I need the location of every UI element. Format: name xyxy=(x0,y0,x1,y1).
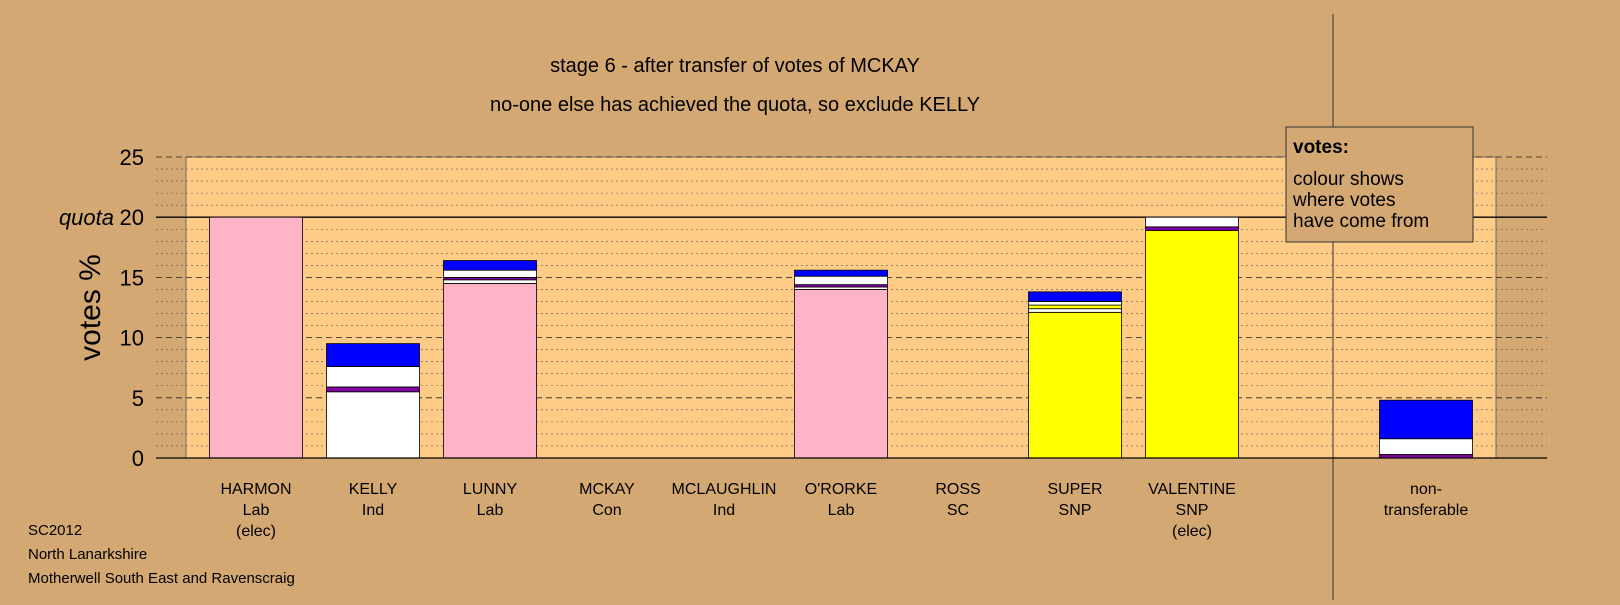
legend-line: where votes xyxy=(1292,190,1395,211)
x-label-party: Con xyxy=(592,502,621,519)
y-tick-label: 25 xyxy=(120,145,144,170)
x-label-party: SNP xyxy=(1176,502,1209,519)
y-tick-label: 5 xyxy=(132,386,144,411)
bar-harmon-segment xyxy=(209,216,303,459)
y-tick-label: 0 xyxy=(132,446,144,471)
legend-line: have come from xyxy=(1293,211,1429,232)
bar-super-segment xyxy=(1028,311,1122,459)
x-label-note: (elec) xyxy=(236,523,276,540)
bar-lunny-segment xyxy=(443,283,537,459)
x-label-party: SC xyxy=(947,502,969,519)
x-label-party: SNP xyxy=(1059,502,1092,519)
x-label-note: (elec) xyxy=(1172,523,1212,540)
x-label-nontransferable-2: transferable xyxy=(1384,502,1469,519)
legend-title: votes: xyxy=(1293,137,1349,158)
y-tick-label: 10 xyxy=(120,326,144,351)
bar-ororke-segment xyxy=(794,275,888,286)
bar-super-segment xyxy=(1028,304,1122,310)
legend-box xyxy=(1285,126,1474,243)
x-label-party: Ind xyxy=(362,502,384,519)
x-label-name: MCLAUGHLIN xyxy=(672,481,777,498)
bar-valentine-segment xyxy=(1145,226,1239,231)
bar-super-segment xyxy=(1028,301,1122,306)
quota-label: quota xyxy=(59,205,114,230)
bar-lunny-segment xyxy=(443,260,537,271)
footer-ward: Motherwell South East and Ravenscraig xyxy=(28,570,295,587)
bar-kelly-segment xyxy=(326,386,420,393)
footer-council: North Lanarkshire xyxy=(28,546,148,563)
x-label-name: KELLY xyxy=(349,481,398,498)
bar-super-segment xyxy=(1028,291,1122,302)
bar-valentine-segment xyxy=(1145,230,1239,459)
bar-super-segment xyxy=(1028,308,1122,313)
chart-subtitle: no-one else has achieved the quota, so e… xyxy=(490,94,980,116)
bar-lunny-segment xyxy=(443,279,537,284)
bar-ororke-segment xyxy=(794,269,888,277)
bar-nontransferable-segment xyxy=(1379,399,1473,440)
y-tick-label: 15 xyxy=(120,265,144,290)
y-tick-label: 20 xyxy=(120,205,144,230)
chart-title: stage 6 - after transfer of votes of MCK… xyxy=(550,55,920,77)
x-label-name: ROSS xyxy=(935,481,980,498)
x-label-party: Ind xyxy=(713,502,735,519)
x-label-name: HARMON xyxy=(220,481,291,498)
x-label-party: Lab xyxy=(828,502,855,519)
bar-ororke-segment xyxy=(794,289,888,459)
bar-kelly-segment xyxy=(326,343,420,367)
y-axis-label: votes % xyxy=(74,254,107,361)
bar-kelly-segment xyxy=(326,391,420,459)
bar-kelly-segment xyxy=(326,366,420,388)
x-label-name: SUPER xyxy=(1047,481,1102,498)
x-label-party: Lab xyxy=(243,502,270,519)
legend-line: colour shows xyxy=(1293,169,1404,190)
x-label-name: O'RORKE xyxy=(805,481,877,498)
bar-lunny-segment xyxy=(443,269,537,278)
x-label-name: VALENTINE xyxy=(1148,481,1236,498)
bar-valentine-segment xyxy=(1145,216,1239,228)
footer-election: SC2012 xyxy=(28,522,83,539)
x-label-name: MCKAY xyxy=(579,481,635,498)
x-label-party: Lab xyxy=(477,502,504,519)
bar-nontransferable-segment xyxy=(1379,438,1473,455)
x-label-nontransferable-1: non- xyxy=(1410,481,1442,498)
x-label-name: LUNNY xyxy=(463,481,518,498)
